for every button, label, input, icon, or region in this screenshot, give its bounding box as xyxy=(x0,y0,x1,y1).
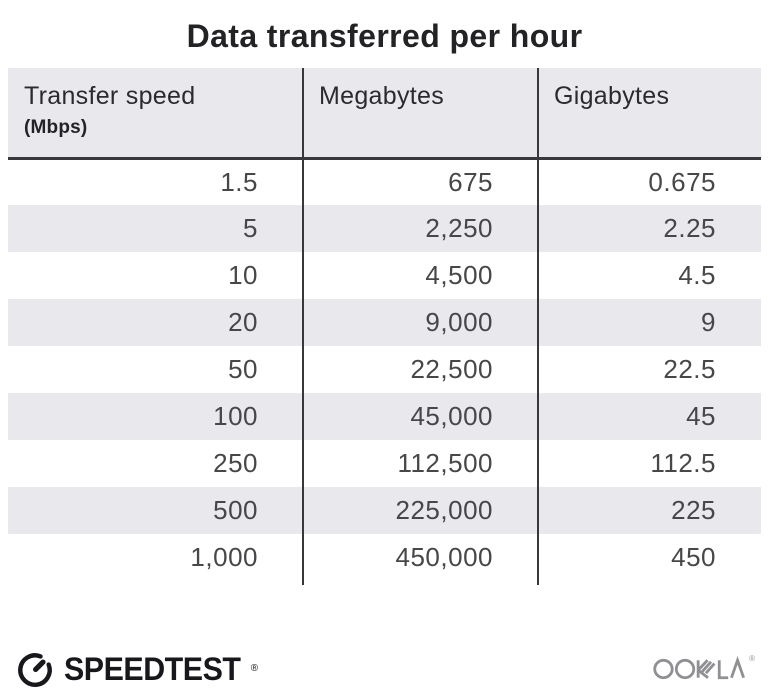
cell-transfer-speed: 500 xyxy=(8,487,303,534)
cell-gigabytes: 112.5 xyxy=(538,440,761,487)
cell-gigabytes: 9 xyxy=(538,299,761,346)
cell-megabytes: 22,500 xyxy=(303,346,538,393)
speedtest-registered-mark: ® xyxy=(250,663,259,674)
speedtest-logo: SPEEDTEST ® xyxy=(14,648,258,690)
table-row: 5 2,250 2.25 xyxy=(8,205,761,252)
ookla-wordmark-icon xyxy=(653,654,748,684)
speedtest-wordmark: SPEEDTEST xyxy=(64,651,241,687)
cell-transfer-speed: 20 xyxy=(8,299,303,346)
cell-transfer-speed: 100 xyxy=(8,393,303,440)
cell-megabytes: 450,000 xyxy=(303,534,538,581)
data-table-wrap: Transfer speed (Mbps) Megabytes Gigabyte… xyxy=(8,68,761,585)
cell-gigabytes: 0.675 xyxy=(538,158,761,205)
page-title: Data transferred per hour xyxy=(186,18,583,54)
ookla-registered-mark: ® xyxy=(749,654,755,663)
cell-transfer-speed: 5 xyxy=(8,205,303,252)
column-header-gigabytes: Gigabytes xyxy=(538,68,761,160)
table-row: 500 225,000 225 xyxy=(8,487,761,534)
cell-gigabytes: 22.5 xyxy=(538,346,761,393)
cell-transfer-speed: 250 xyxy=(8,440,303,487)
table-row: 250 112,500 112.5 xyxy=(8,440,761,487)
column-header-transfer-speed-unit: (Mbps) xyxy=(24,117,88,138)
data-table: Transfer speed (Mbps) Megabytes Gigabyte… xyxy=(8,68,761,581)
cell-megabytes: 2,250 xyxy=(303,205,538,252)
cell-transfer-speed: 1.5 xyxy=(8,158,303,205)
cell-transfer-speed: 1,000 xyxy=(8,534,303,581)
speedtest-gauge-icon xyxy=(14,648,56,690)
table-header: Transfer speed (Mbps) Megabytes Gigabyte… xyxy=(8,68,761,160)
column-header-transfer-speed: Transfer speed (Mbps) xyxy=(8,68,303,160)
cell-gigabytes: 4.5 xyxy=(538,252,761,299)
cell-megabytes: 45,000 xyxy=(303,393,538,440)
table-row: 50 22,500 22.5 xyxy=(8,346,761,393)
cell-megabytes: 675 xyxy=(303,158,538,205)
table-row: 100 45,000 45 xyxy=(8,393,761,440)
column-divider-1 xyxy=(302,68,304,585)
header-row: Transfer speed (Mbps) Megabytes Gigabyte… xyxy=(8,68,761,160)
footer: SPEEDTEST ® OOKLA ® xyxy=(0,648,769,690)
column-header-megabytes: Megabytes xyxy=(303,68,538,160)
column-header-transfer-speed-label: Transfer speed xyxy=(24,82,196,110)
cell-transfer-speed: 10 xyxy=(8,252,303,299)
table-row: 20 9,000 9 xyxy=(8,299,761,346)
ookla-logo: OOKLA ® xyxy=(653,654,755,684)
cell-megabytes: 9,000 xyxy=(303,299,538,346)
cell-megabytes: 4,500 xyxy=(303,252,538,299)
cell-gigabytes: 45 xyxy=(538,393,761,440)
cell-megabytes: 112,500 xyxy=(303,440,538,487)
table-body: 1.5 675 0.675 5 2,250 2.25 10 4,500 4.5 20 9,000 9 5… xyxy=(8,158,761,581)
table-row: 1.5 675 0.675 xyxy=(8,158,761,205)
cell-gigabytes: 2.25 xyxy=(538,205,761,252)
column-divider-2 xyxy=(537,68,539,585)
cell-gigabytes: 450 xyxy=(538,534,761,581)
cell-transfer-speed: 50 xyxy=(8,346,303,393)
table-row: 10 4,500 4.5 xyxy=(8,252,761,299)
cell-gigabytes: 225 xyxy=(538,487,761,534)
cell-megabytes: 225,000 xyxy=(303,487,538,534)
table-row: 1,000 450,000 450 xyxy=(8,534,761,581)
